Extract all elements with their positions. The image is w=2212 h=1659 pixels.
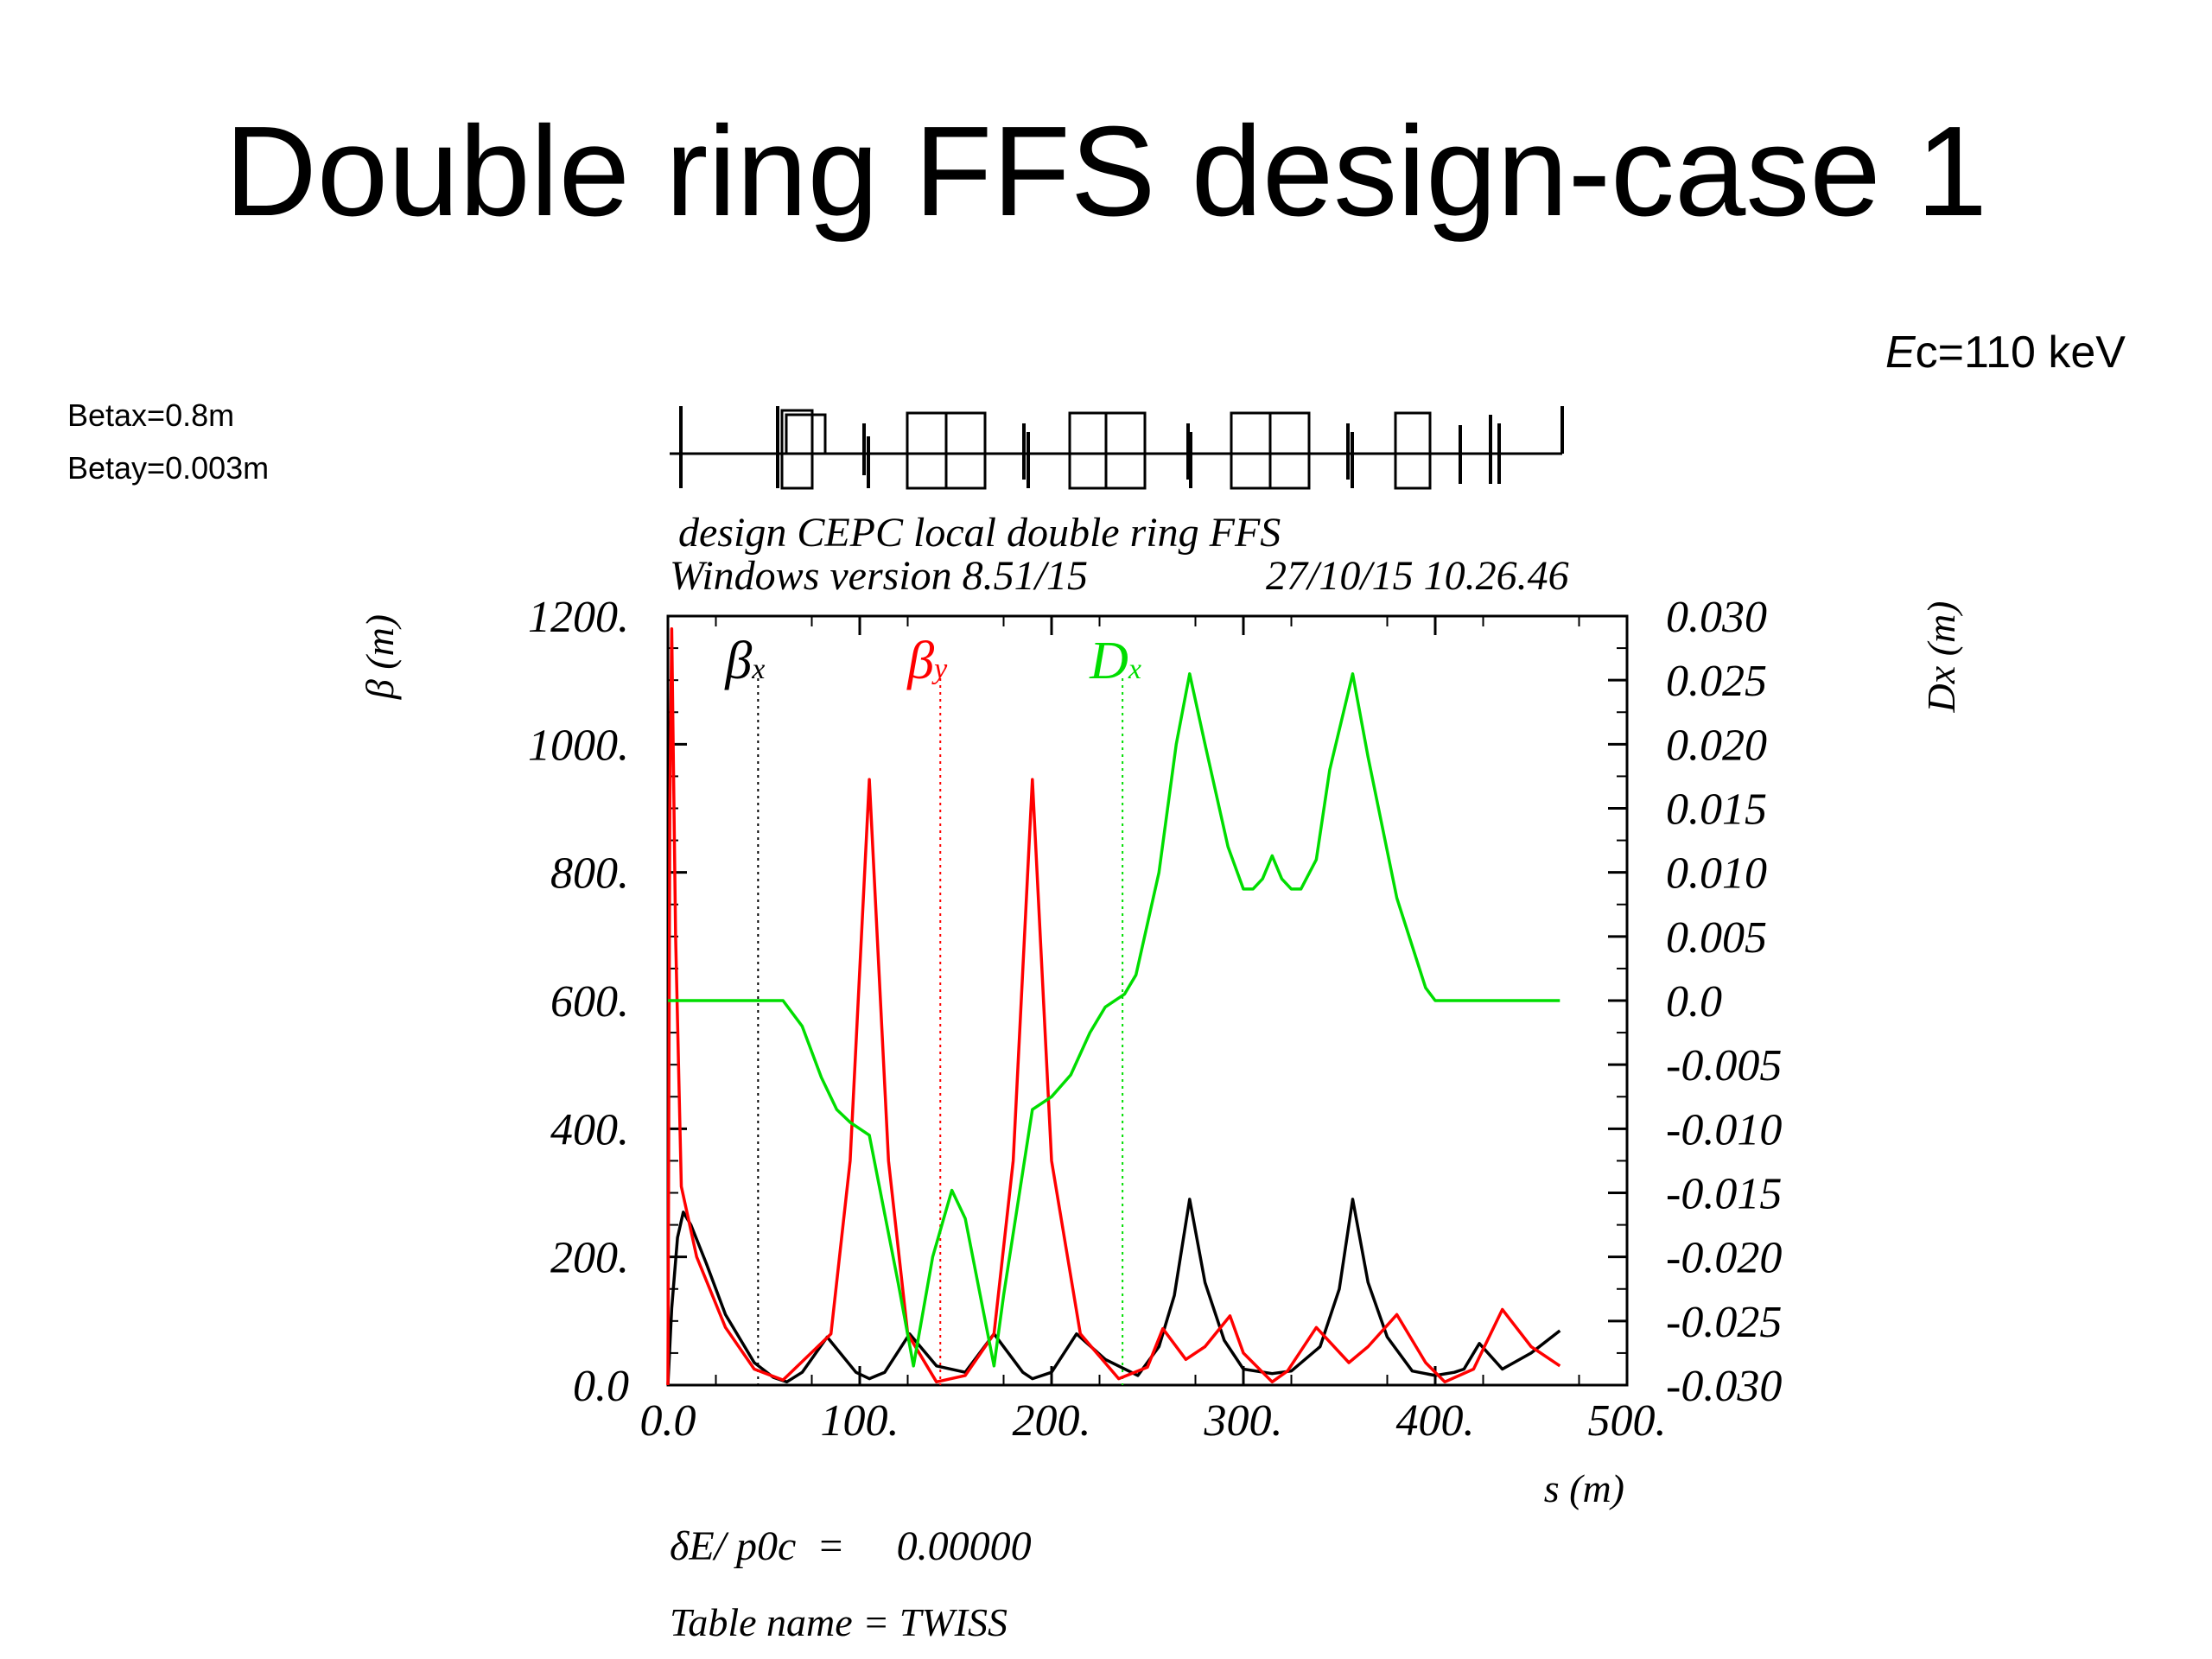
x-tick-label: 500. (1588, 1396, 1667, 1446)
y-right-tick-label: -0.025 (1666, 1298, 1782, 1347)
legend-marker-lines (757, 678, 1124, 1385)
lattice-magnet (780, 409, 814, 490)
y-right-tick-label: -0.015 (1666, 1170, 1782, 1219)
axis-ticks: 0.0 100. 200. 300. 400. 500. 0.0 200. 400. 600. 80… (528, 593, 1782, 1446)
y-left-tick-label: 1200. (528, 593, 629, 642)
plot-curves (666, 627, 1561, 1386)
y-right-tick-label: 0.010 (1666, 849, 1767, 899)
y-right-tick-label: -0.005 (1666, 1041, 1782, 1090)
footer-delta: δE/ p0c = 0.00000 (670, 1523, 1032, 1569)
y-right-tick-label: 0.030 (1666, 593, 1767, 642)
x-tick-label: 100. (821, 1396, 899, 1446)
y-axis-right-label: Dx (m) (1919, 601, 1963, 714)
betax-note: Betax=0.8m (67, 397, 235, 433)
y-axis-left-label: β (m) (358, 614, 402, 700)
slide-title: Double ring FFS design-case 1 (224, 100, 1988, 243)
legend-entry: Dx (1089, 632, 1141, 690)
lattice-layout (670, 406, 1564, 490)
y-right-tick-label: 0.005 (1666, 913, 1767, 963)
ec-value: c=110 keV (1915, 327, 2126, 378)
legend-subscript: y (931, 653, 948, 685)
legend-entry: βy (906, 632, 948, 690)
x-tick-label: 300. (1204, 1396, 1283, 1446)
plot-header-line1: design CEPC local double ring FFS (678, 510, 1281, 556)
plot-legend: βx βy Dx (724, 632, 1141, 690)
x-tick-label: 0.0 (640, 1396, 696, 1446)
lattice-magnet (1230, 411, 1272, 490)
footer-table-name: Table name = TWISS (670, 1600, 1007, 1644)
series-line-βy (666, 627, 1561, 1386)
y-left-tick-label: 600. (550, 977, 629, 1027)
y-right-tick-label: -0.010 (1666, 1105, 1782, 1154)
y-left-tick-label: 200. (550, 1234, 629, 1283)
y-right-tick-label: -0.030 (1666, 1362, 1782, 1411)
lattice-magnet (1104, 411, 1147, 490)
y-left-tick-label: 1000. (528, 721, 629, 770)
y-right-tick-label: -0.020 (1666, 1234, 1782, 1283)
betay-note: Betay=0.003m (67, 450, 270, 486)
lattice-magnet (785, 413, 827, 455)
legend-subscript: x (1128, 653, 1141, 685)
series-line-Dx (668, 672, 1560, 1368)
y-right-tick-label: 0.0 (1666, 977, 1722, 1027)
lattice-magnet (1394, 411, 1432, 490)
plot-header-line2-left: Windows version 8.51/15 (670, 553, 1088, 599)
y-left-tick-label: 0.0 (573, 1362, 629, 1411)
y-left-tick-label: 800. (550, 849, 629, 899)
legend-subscript: x (751, 653, 765, 685)
lattice-magnet (944, 411, 987, 490)
x-tick-label: 400. (1396, 1396, 1475, 1446)
lattice-magnet (1268, 411, 1311, 490)
lattice-magnet (906, 411, 948, 490)
y-right-tick-label: 0.015 (1666, 785, 1767, 835)
plot-header-line2-right: 27/10/15 10.26.46 (1266, 553, 1569, 599)
y-left-tick-label: 400. (550, 1105, 629, 1154)
y-right-tick-label: 0.025 (1666, 657, 1767, 706)
ec-symbol: E (1885, 327, 1916, 378)
legend-entry: βx (724, 632, 765, 690)
x-axis-label: s (m) (1544, 1466, 1624, 1510)
critical-energy-note: Ec=110 keV (1885, 327, 2126, 378)
series-line-βx (666, 1198, 1561, 1386)
y-right-tick-label: 0.020 (1666, 721, 1767, 770)
lattice-magnet (1068, 411, 1108, 490)
x-tick-label: 200. (1013, 1396, 1091, 1446)
